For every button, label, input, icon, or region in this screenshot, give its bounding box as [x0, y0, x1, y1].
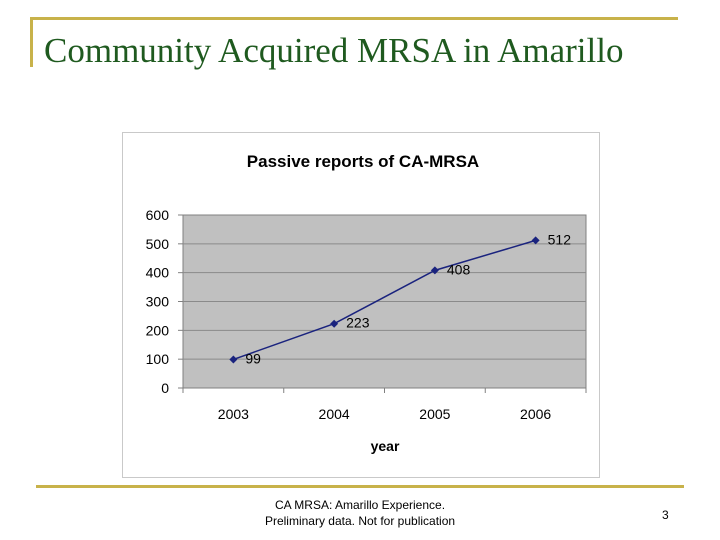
line-chart: Passive reports of CA-MRSA 0 100 200 300 400… — [146, 152, 587, 454]
data-point-marker — [430, 266, 439, 275]
data-label: 408 — [447, 261, 471, 277]
chart-container: Passive reports of CA-MRSA 0 100 200 300 400… — [122, 132, 600, 478]
y-tick-label: 600 — [146, 207, 170, 223]
data-point-marker — [229, 355, 238, 364]
footer-line-2: Preliminary data. Not for publication — [264, 514, 456, 528]
data-label: 512 — [548, 231, 572, 247]
footer-line-1: CA MRSA: Amarillo Experience. — [274, 498, 446, 512]
chart-title: Passive reports of CA-MRSA — [247, 152, 479, 171]
x-tick-label: 2003 — [218, 406, 249, 422]
footer-accent-rule — [36, 485, 684, 488]
y-tick-label: 400 — [146, 265, 170, 281]
y-tick-label: 100 — [146, 351, 170, 367]
x-axis-label: year — [371, 438, 400, 454]
x-tick-label: 2006 — [520, 406, 551, 422]
data-point-marker — [531, 236, 540, 245]
x-axis-ticks: 2003 2004 2005 2006 — [182, 388, 587, 422]
slide-number: 3 — [662, 508, 669, 522]
title-accent-rule — [30, 17, 678, 20]
y-tick-label: 300 — [146, 294, 170, 310]
y-tick-label: 0 — [161, 380, 169, 396]
x-tick-label: 2004 — [319, 406, 350, 422]
series-line — [233, 239, 536, 361]
x-tick-label: 2005 — [419, 406, 450, 422]
data-label: 223 — [346, 315, 370, 331]
y-tick-label: 200 — [146, 322, 170, 338]
slide-title: Community Acquired MRSA in Amarillo — [44, 31, 624, 70]
title-accent-bar — [30, 17, 33, 67]
data-label: 99 — [245, 350, 261, 366]
data-point-marker — [330, 319, 339, 328]
y-axis-ticks: 0 100 200 300 400 500 600 — [146, 207, 183, 396]
series-group: 99 223 408 512 — [229, 231, 571, 366]
gridlines — [183, 243, 586, 360]
y-tick-label: 500 — [146, 236, 170, 252]
footer-note: CA MRSA: Amarillo Experience. Preliminar… — [240, 497, 480, 529]
